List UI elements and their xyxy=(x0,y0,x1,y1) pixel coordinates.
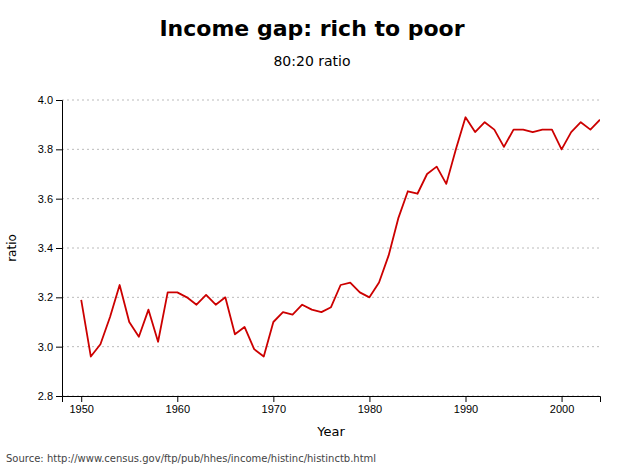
y-tick: 3.8 xyxy=(38,143,62,155)
y-tick-mark xyxy=(56,100,62,101)
x-axis: 1950 1960 1970 1980 1990 2000 xyxy=(63,396,601,415)
x-tick-mark xyxy=(81,396,82,402)
y-tick-mark xyxy=(56,149,62,150)
y-tick: 3.2 xyxy=(38,291,62,303)
x-tick: 2000 xyxy=(550,396,574,415)
x-tick-label: 1990 xyxy=(454,403,478,415)
grid-line xyxy=(62,149,600,150)
y-tick: 3.6 xyxy=(38,193,62,205)
grid-line xyxy=(62,297,600,298)
x-tick-mark xyxy=(562,396,563,402)
y-tick-mark xyxy=(56,396,62,397)
title: Income gap: rich to poor xyxy=(159,16,464,41)
y-tick-mark xyxy=(56,347,62,348)
grid-line xyxy=(62,100,600,101)
y-tick-mark xyxy=(56,248,62,249)
y-tick-label: 3.2 xyxy=(38,291,53,303)
plot-area: 1950 1960 1970 1980 1990 2000 2.8 3.0 3.2 3.4 3.6 3… xyxy=(38,94,601,415)
y-tick: 3.4 xyxy=(38,242,62,254)
x-tick-mark xyxy=(177,396,178,402)
x-tick-label: 1980 xyxy=(358,403,382,415)
x-tick: 1970 xyxy=(262,396,286,415)
y-tick-mark xyxy=(56,297,62,298)
y-axis-line xyxy=(56,101,63,397)
source: Source: http://www.census.gov/ftp/pub/hh… xyxy=(6,453,376,464)
grid xyxy=(62,100,600,396)
y-tick-label: 3.6 xyxy=(38,193,53,205)
y-tick-mark xyxy=(56,199,62,200)
x-axis-title: Year xyxy=(316,424,345,439)
x-axis-line xyxy=(63,397,601,403)
marks xyxy=(81,117,600,356)
x-tick-label: 2000 xyxy=(550,403,574,415)
subtitle: 80:20 ratio xyxy=(273,53,350,69)
grid-line xyxy=(62,346,600,347)
y-tick: 4.0 xyxy=(38,94,62,106)
x-tick-label: 1950 xyxy=(69,403,93,415)
chart-svg: 1950 1960 1970 1980 1990 2000 2.8 3.0 3.2 3.4 3.6 3… xyxy=(0,0,624,468)
x-tick-mark xyxy=(273,396,274,402)
x-tick: 1950 xyxy=(69,396,93,415)
y-tick-label: 3.4 xyxy=(38,242,53,254)
y-tick-label: 3.0 xyxy=(38,341,53,353)
y-tick: 3.0 xyxy=(38,341,62,353)
y-tick-label: 3.8 xyxy=(38,143,53,155)
x-tick: 1960 xyxy=(166,396,190,415)
x-tick-label: 1970 xyxy=(262,403,286,415)
chart-container: 1950 1960 1970 1980 1990 2000 2.8 3.0 3.2 3.4 3.6 3… xyxy=(0,0,624,468)
x-tick-label: 1960 xyxy=(166,403,190,415)
y-tick-label: 4.0 xyxy=(38,94,53,106)
x-tick: 1990 xyxy=(454,396,478,415)
x-tick-mark xyxy=(466,396,467,402)
x-tick-mark xyxy=(369,396,370,402)
y-tick: 2.8 xyxy=(38,390,62,402)
y-tick-label: 2.8 xyxy=(38,390,53,402)
x-tick: 1980 xyxy=(358,396,382,415)
y-axis: 2.8 3.0 3.2 3.4 3.6 3.8 4.0 xyxy=(38,94,63,402)
grid-line xyxy=(62,198,600,199)
grid-line xyxy=(62,248,600,249)
data-line xyxy=(81,117,600,356)
y-axis-title: ratio xyxy=(5,234,19,262)
